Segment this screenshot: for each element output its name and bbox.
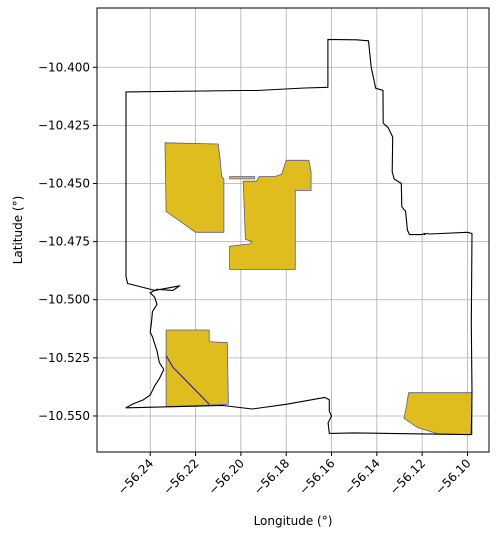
x-tick-label-7: −56.10 — [432, 456, 473, 497]
x-tick-label-0: −56.24 — [115, 456, 156, 497]
x-tick-label-5: −56.14 — [342, 456, 383, 497]
x-tick-label-1: −56.22 — [160, 456, 201, 497]
boundary-outline — [125, 38, 473, 436]
x-tick-label-2: −56.20 — [206, 456, 247, 497]
area-polygon-3 — [229, 159, 312, 270]
plot-frame — [96, 7, 490, 453]
x-tick-label-3: −56.18 — [251, 456, 292, 497]
y-axis-ticks: −10.400 −10.425 −10.450 −10.475 −10.500 −10.5… — [38, 60, 97, 423]
y-tick-label-1: −10.425 — [38, 118, 90, 132]
grid — [97, 8, 489, 452]
x-tick-label-6: −56.12 — [387, 456, 428, 497]
boundary-polygon — [125, 38, 473, 436]
area-polygon-2 — [229, 176, 255, 180]
y-tick-label-5: −10.525 — [38, 351, 90, 365]
y-tick-label-4: −10.500 — [38, 293, 90, 307]
x-axis-ticks: −56.24 −56.22 −56.20 −56.18 −56.16 −56.14 −56.… — [115, 452, 474, 498]
river-line — [165, 355, 210, 405]
y-tick-label-0: −10.400 — [38, 60, 90, 74]
x-axis-label: Longitude (°) — [254, 514, 333, 528]
x-tick-label-4: −56.16 — [296, 456, 337, 497]
area-polygon-4 — [165, 329, 229, 408]
area-polygon-1 — [164, 142, 225, 233]
river-path — [165, 355, 210, 405]
y-tick-label-2: −10.450 — [38, 177, 90, 191]
y-tick-label-6: −10.550 — [38, 409, 90, 423]
area-polygons — [164, 142, 473, 436]
y-axis-label: Latitude (°) — [11, 196, 25, 265]
y-tick-label-3: −10.475 — [38, 235, 90, 249]
area-polygon-5 — [403, 392, 473, 436]
